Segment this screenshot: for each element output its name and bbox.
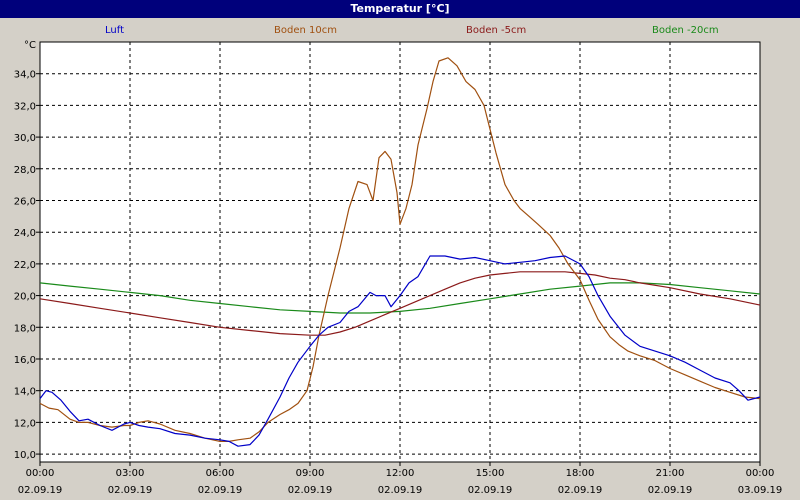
legend-item-boden-5cm: Boden -5cm — [466, 25, 527, 36]
x-tick-time: 09:00 — [296, 468, 325, 479]
series-line-boden-10cm — [39, 57, 761, 442]
x-tick-time: 00:00 — [26, 468, 55, 479]
y-tick-label: 16,0 — [14, 355, 36, 366]
series-line-boden-5cm — [39, 271, 761, 336]
legend-item-boden-10cm: Boden 10cm — [274, 25, 337, 36]
x-tick-date: 02.09.19 — [468, 485, 513, 496]
x-tick-time: 18:00 — [566, 468, 595, 479]
legend-item-boden-20cm: Boden -20cm — [652, 25, 719, 36]
x-tick-time: 06:00 — [206, 468, 235, 479]
y-tick-label: 30,0 — [14, 133, 36, 144]
x-tick-date: 02.09.19 — [288, 485, 333, 496]
x-tick-time: 12:00 — [386, 468, 415, 479]
x-tick-date: 02.09.19 — [108, 485, 153, 496]
y-tick-label: 12,0 — [14, 418, 36, 429]
y-tick-label: 32,0 — [14, 101, 36, 112]
x-tick-date: 03.09.19 — [738, 485, 783, 496]
x-tick-date: 02.09.19 — [648, 485, 693, 496]
y-tick-label: 24,0 — [14, 228, 36, 239]
legend-item-luft: Luft — [105, 25, 124, 36]
y-tick-label: 18,0 — [14, 323, 36, 334]
series-line-luft — [39, 255, 761, 447]
y-tick-label: 22,0 — [14, 260, 36, 271]
y-tick-label: 14,0 — [14, 387, 36, 398]
x-tick-date: 02.09.19 — [378, 485, 423, 496]
y-tick-label: 34,0 — [14, 70, 36, 81]
x-tick-time: 21:00 — [656, 468, 685, 479]
x-tick-time: 15:00 — [476, 468, 505, 479]
y-axis-label: °C — [24, 40, 36, 51]
x-tick-time: 00:00 — [746, 468, 775, 479]
x-tick-time: 03:00 — [116, 468, 145, 479]
x-tick-date: 02.09.19 — [18, 485, 63, 496]
y-tick-label: 10,0 — [14, 450, 36, 461]
y-tick-label: 26,0 — [14, 196, 36, 207]
x-tick-date: 02.09.19 — [558, 485, 603, 496]
window-title: Temperatur [°C] — [0, 0, 800, 18]
y-tick-label: 28,0 — [14, 165, 36, 176]
x-tick-date: 02.09.19 — [198, 485, 243, 496]
y-tick-label: 20,0 — [14, 292, 36, 303]
